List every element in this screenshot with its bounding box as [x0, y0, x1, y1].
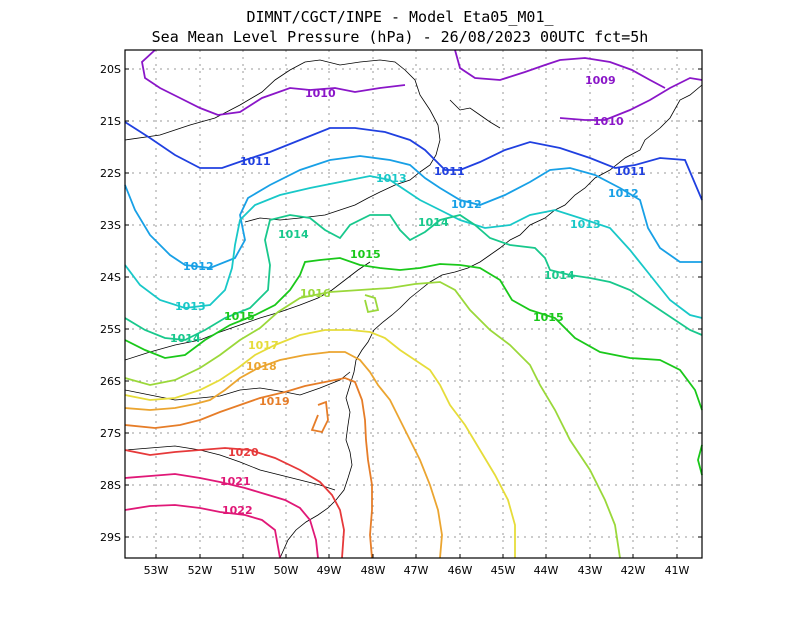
lon-label-45w: 45W: [491, 564, 516, 577]
label-1014-c: 1014: [418, 216, 449, 229]
label-1012-b: 1012: [451, 198, 482, 211]
label-1017: 1017: [248, 339, 279, 352]
coastline: [279, 84, 703, 559]
isobars: [124, 49, 703, 559]
label-1009: 1009: [585, 74, 616, 87]
lon-label-52w: 52W: [188, 564, 213, 577]
isobar-1019-loop: [310, 400, 329, 434]
lat-label-27s: 27S: [100, 427, 121, 440]
lon-label-50w: 50W: [274, 564, 299, 577]
label-1011-b: 1011: [434, 165, 465, 178]
label-1010-east: 1010: [593, 115, 624, 128]
lat-label-22s: 22S: [100, 167, 121, 180]
isobar-1010-west: [141, 49, 406, 116]
state-border-3: [124, 371, 351, 401]
state-border-2: [124, 261, 371, 361]
label-1012-c: 1012: [608, 187, 639, 200]
isobar-1010-east: [559, 77, 703, 121]
lon-label-44w: 44W: [534, 564, 559, 577]
label-1010-west: 1010: [305, 87, 336, 100]
ticks: [125, 68, 702, 558]
isobar-1014: [124, 214, 703, 341]
label-1019: 1019: [259, 395, 290, 408]
label-1014-d: 1014: [544, 269, 575, 282]
isobar-1009: [454, 49, 666, 89]
label-1015-c: 1015: [533, 311, 564, 324]
label-1015-b: 1015: [350, 248, 381, 261]
isobar-1020: [124, 447, 345, 559]
lat-label-21s: 21S: [100, 115, 121, 128]
lon-label-49w: 49W: [317, 564, 342, 577]
label-1020: 1020: [228, 446, 259, 459]
lat-label-26s: 26S: [100, 375, 121, 388]
lat-label-23s: 23S: [100, 219, 121, 232]
label-1013-b: 1013: [376, 172, 407, 185]
lon-label-41w: 41W: [665, 564, 690, 577]
coastline-borders: [124, 59, 703, 559]
state-border-4: [124, 445, 336, 491]
isobar-1016-loop: [364, 294, 380, 314]
isobar-1017: [124, 329, 516, 558]
lat-label-29s: 29S: [100, 531, 121, 544]
lon-label-53w: 53W: [144, 564, 169, 577]
lat-label-28s: 28S: [100, 479, 121, 492]
isobar-1021: [124, 473, 319, 559]
lat-labels: 20S 21S 22S 23S 24S 25S 26S 27S 28S 29S: [100, 63, 121, 544]
label-1012-a: 1012: [183, 260, 214, 273]
isobar-1015: [124, 257, 703, 411]
isobar-1015-loop: [697, 444, 703, 476]
label-1011-c: 1011: [615, 165, 646, 178]
lon-label-46w: 46W: [448, 564, 473, 577]
label-1014-a: 1014: [170, 332, 201, 345]
label-1022: 1022: [222, 504, 253, 517]
isobar-1018: [124, 351, 443, 559]
map-frame: [124, 49, 703, 559]
lon-label-47w: 47W: [404, 564, 429, 577]
label-1016: 1016: [300, 287, 331, 300]
isobar-1022: [124, 504, 281, 559]
label-1021: 1021: [220, 475, 251, 488]
title-line-2: Sea Mean Level Pressure (hPa) - 26/08/20…: [152, 28, 649, 46]
label-1015-a: 1015: [224, 310, 255, 323]
isobar-labels: 1009 1010 1010 1011 1011 1011 1012 1012 …: [170, 74, 646, 517]
lat-label-24s: 24S: [100, 271, 121, 284]
grid: [125, 50, 702, 558]
label-1018: 1018: [246, 360, 277, 373]
lat-label-25s: 25S: [100, 323, 121, 336]
title-line-1: DIMNT/CGCT/INPE - Model Eta05_M01_: [246, 8, 554, 26]
label-1011-a: 1011: [240, 155, 271, 168]
label-1013-a: 1013: [175, 300, 206, 313]
lon-label-42w: 42W: [621, 564, 646, 577]
river: [449, 99, 501, 129]
lon-label-43w: 43W: [578, 564, 603, 577]
lat-label-20s: 20S: [100, 63, 121, 76]
isobar-1012: [124, 155, 702, 269]
isobar-1013: [124, 175, 703, 319]
isobar-1011: [124, 121, 703, 201]
lon-label-48w: 48W: [361, 564, 386, 577]
lon-label-51w: 51W: [231, 564, 256, 577]
label-1014-b: 1014: [278, 228, 309, 241]
isobar-1016: [124, 281, 621, 559]
label-1013-c: 1013: [570, 218, 601, 231]
state-border-1: [124, 59, 441, 223]
isobar-1019: [124, 377, 373, 559]
lon-labels: 53W 52W 51W 50W 49W 48W 47W 46W 45W 44W …: [144, 564, 690, 577]
